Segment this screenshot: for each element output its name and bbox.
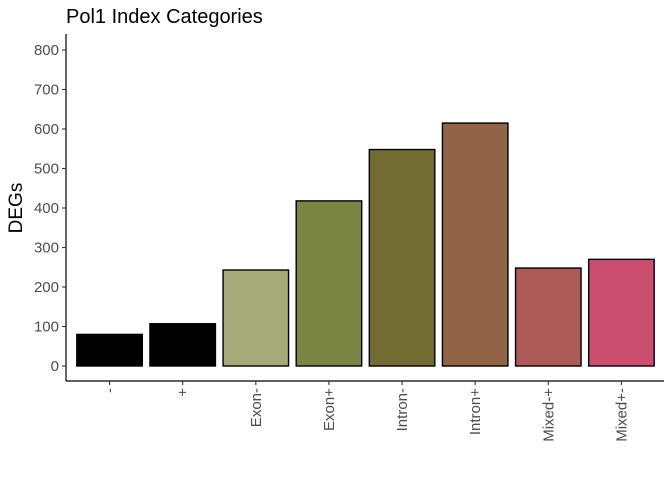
x-tick-label: Exon-: [248, 388, 265, 427]
y-tick-label: 400: [34, 200, 59, 217]
x-tick-label: Intron+: [467, 388, 484, 435]
bar-7: [514, 267, 582, 367]
y-tick-label: 500: [34, 161, 59, 178]
y-axis-title: DEGs: [6, 183, 27, 234]
y-tick-label: 200: [34, 279, 59, 296]
x-tick-label: Intron-: [394, 388, 411, 431]
x-tick-label: Exon+: [321, 388, 338, 431]
x-tick-label: Mixed+-: [613, 388, 630, 442]
y-tick-label: 800: [34, 42, 59, 59]
bars-layer: [76, 122, 655, 367]
bar-3: [222, 269, 290, 367]
x-tick-label: +: [175, 388, 192, 397]
y-axis: 0 100 200 300 400 500 600 700 800: [34, 34, 67, 381]
x-tick-label: -: [102, 388, 119, 393]
y-tick-label: 300: [34, 240, 59, 257]
bar-5: [368, 148, 436, 367]
y-tick-label: 600: [34, 121, 59, 138]
bar-4: [295, 200, 363, 367]
x-axis: - + Exon- Exon+ Intron- Intron+ Mixed-+ Mixed+-: [66, 380, 664, 442]
y-tick-label: 100: [34, 319, 59, 336]
bar-1: [76, 333, 144, 367]
chart-title: Pol1 Index Categories: [66, 6, 263, 28]
bar-6: [441, 122, 509, 367]
y-tick-label: 0: [51, 358, 59, 375]
bar-2: [149, 323, 217, 367]
bar-8: [587, 258, 655, 367]
x-tick-label: Mixed-+: [540, 388, 557, 442]
y-tick-label: 700: [34, 82, 59, 99]
